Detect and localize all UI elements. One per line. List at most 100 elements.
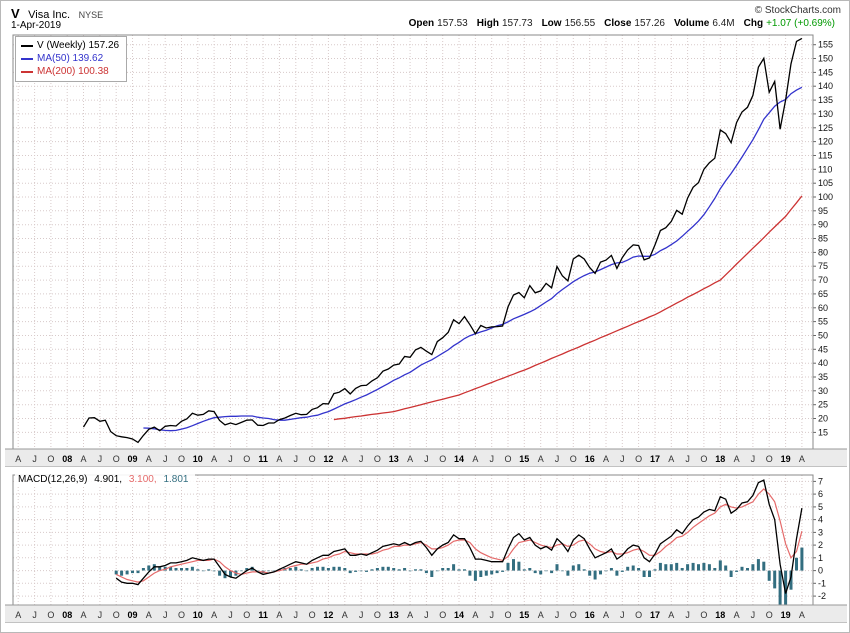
svg-text:A: A	[668, 610, 674, 620]
svg-text:J: J	[424, 610, 429, 620]
svg-text:12: 12	[323, 610, 333, 620]
svg-text:70: 70	[818, 275, 828, 285]
svg-text:O: O	[243, 454, 250, 464]
svg-text:A: A	[603, 610, 609, 620]
svg-text:J: J	[163, 610, 168, 620]
svg-text:A: A	[211, 454, 217, 464]
svg-text:O: O	[635, 610, 642, 620]
svg-text:20: 20	[818, 414, 828, 424]
svg-text:A: A	[538, 454, 544, 464]
svg-text:O: O	[635, 454, 642, 464]
svg-text:A: A	[799, 610, 805, 620]
svg-text:13: 13	[389, 610, 399, 620]
svg-text:A: A	[472, 454, 478, 464]
svg-text:19: 19	[781, 454, 791, 464]
legend-text: MA(50) 139.62	[37, 53, 104, 64]
svg-text:08: 08	[62, 610, 72, 620]
svg-text:O: O	[439, 454, 446, 464]
svg-text:O: O	[766, 610, 773, 620]
quote-stats: Open 157.53 High 157.73 Low 156.55 Close 157.26…	[400, 18, 835, 29]
svg-text:135: 135	[818, 95, 833, 105]
svg-text:5: 5	[818, 502, 823, 512]
chart-title: V Visa Inc. NYSE	[11, 5, 103, 23]
svg-text:13: 13	[389, 454, 399, 464]
svg-text:130: 130	[818, 109, 833, 119]
svg-text:J: J	[294, 610, 299, 620]
svg-text:A: A	[734, 610, 740, 620]
svg-text:O: O	[113, 454, 120, 464]
svg-text:115: 115	[818, 151, 832, 161]
svg-text:A: A	[603, 454, 609, 464]
price-chart: 15 20 25 30 35 40 45 50 55 60 65 70 75 80 85 90 95 100 105…	[5, 34, 847, 467]
svg-text:A: A	[80, 610, 86, 620]
svg-text:J: J	[98, 454, 103, 464]
stat-label: Chg	[743, 18, 764, 29]
svg-text:14: 14	[454, 454, 464, 464]
svg-text:O: O	[700, 610, 707, 620]
svg-text:J: J	[751, 454, 756, 464]
svg-text:A: A	[538, 610, 544, 620]
svg-text:85: 85	[818, 234, 828, 244]
svg-text:18: 18	[715, 610, 725, 620]
stat-value: 157.73	[501, 18, 533, 29]
svg-text:A: A	[146, 610, 152, 620]
svg-text:J: J	[163, 454, 168, 464]
stat-label: Volume	[673, 18, 710, 29]
svg-text:08: 08	[62, 454, 72, 464]
svg-text:17: 17	[650, 454, 660, 464]
svg-text:30: 30	[818, 386, 828, 396]
stat-label: Open	[408, 18, 435, 29]
svg-text:A: A	[15, 454, 21, 464]
legend-item: MA(50) 139.62	[21, 52, 119, 65]
svg-text:A: A	[407, 610, 413, 620]
legend-swatch-icon	[21, 70, 33, 73]
svg-text:A: A	[342, 610, 348, 620]
svg-text:125: 125	[818, 123, 833, 133]
svg-text:09: 09	[127, 610, 137, 620]
svg-text:O: O	[570, 454, 577, 464]
svg-text:17: 17	[650, 610, 660, 620]
svg-text:A: A	[342, 454, 348, 464]
svg-text:140: 140	[818, 81, 833, 91]
svg-text:O: O	[439, 610, 446, 620]
svg-text:15: 15	[818, 427, 828, 437]
svg-text:16: 16	[585, 454, 595, 464]
svg-text:150: 150	[818, 54, 833, 64]
chart-legend: V (Weekly) 157.26 MA(50) 139.62 MA(200) 10…	[15, 36, 128, 82]
svg-text:55: 55	[818, 317, 828, 327]
macd-line-value: 4.901,	[94, 474, 123, 485]
svg-text:0: 0	[818, 566, 823, 576]
company-name: Visa Inc.	[28, 9, 71, 21]
macd-label: MACD(12,26,9) 4.901, 3.100, 1.801	[15, 474, 196, 485]
svg-text:145: 145	[818, 67, 833, 77]
svg-text:O: O	[504, 610, 511, 620]
svg-text:J: J	[424, 454, 429, 464]
svg-text:A: A	[211, 610, 217, 620]
svg-text:50: 50	[818, 331, 828, 341]
svg-text:A: A	[799, 454, 805, 464]
svg-text:A: A	[146, 454, 152, 464]
legend-item: V (Weekly) 157.26	[21, 39, 119, 52]
svg-text:A: A	[276, 454, 282, 464]
svg-text:A: A	[668, 454, 674, 464]
svg-text:O: O	[374, 454, 381, 464]
stat-value: 157.53	[437, 18, 468, 29]
svg-text:J: J	[685, 610, 690, 620]
stat-label: Close	[604, 18, 632, 29]
svg-text:J: J	[620, 454, 625, 464]
svg-text:11: 11	[258, 610, 268, 620]
svg-text:3: 3	[818, 527, 823, 537]
svg-text:O: O	[766, 454, 773, 464]
svg-text:O: O	[47, 610, 54, 620]
svg-text:O: O	[570, 610, 577, 620]
svg-text:A: A	[407, 454, 413, 464]
chart-date: 1-Apr-2019	[11, 20, 62, 31]
svg-text:J: J	[685, 454, 690, 464]
svg-text:16: 16	[585, 610, 595, 620]
macd-signal-value: 3.100,	[128, 474, 157, 485]
stat-value: 157.26	[634, 18, 665, 29]
svg-text:A: A	[734, 454, 740, 464]
svg-text:J: J	[228, 454, 233, 464]
svg-text:J: J	[32, 454, 37, 464]
svg-text:14: 14	[454, 610, 464, 620]
